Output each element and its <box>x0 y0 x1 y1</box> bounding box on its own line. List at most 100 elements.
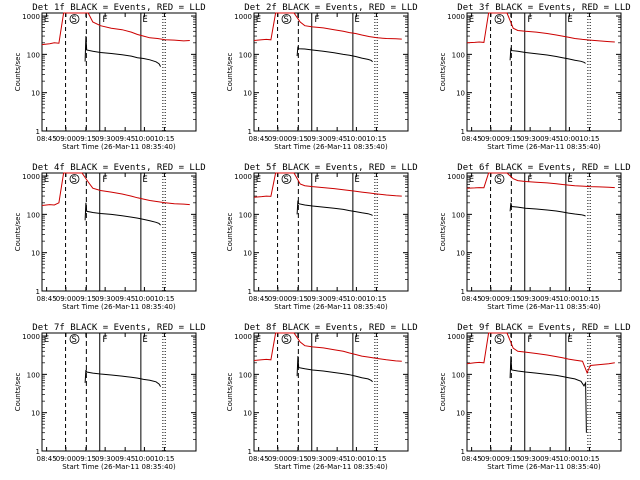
chart-panel-9: Det 9f BLACK = Events, RED = LLD 1 10 100 10… <box>439 323 631 471</box>
x-tick-label: 10:15 <box>154 135 174 143</box>
chart-title: Det 3f BLACK = Events, RED = LLD <box>457 3 630 13</box>
interval-marker-circle <box>69 14 80 24</box>
interval-marker-label: S <box>496 15 501 25</box>
y-tick-label: 1 <box>248 128 252 136</box>
x-tick-label: 08:45 <box>249 295 269 303</box>
chart-title: Det 5f BLACK = Events, RED = LLD <box>244 163 417 173</box>
series-events-line <box>84 202 161 226</box>
y-tick-label: 1000 <box>22 173 40 181</box>
interval-marker-label: F <box>314 15 319 25</box>
x-tick-label: 10:15 <box>579 455 599 463</box>
interval-marker-circle <box>494 174 505 184</box>
interval-marker-label: E <box>469 15 474 25</box>
x-tick-label: 10:00 <box>346 295 366 303</box>
x-tick-label: 10:15 <box>579 135 599 143</box>
y-tick-label: 100 <box>27 211 40 219</box>
y-tick-label: 10 <box>243 90 252 98</box>
x-tick-label: 09:45 <box>327 135 347 143</box>
x-tick-label: 09:00 <box>481 295 501 303</box>
x-tick-label: 09:45 <box>327 455 347 463</box>
x-tick-label: 09:30 <box>520 135 540 143</box>
y-tick-label: 100 <box>27 51 40 59</box>
chart-title: Det 6f BLACK = Events, RED = LLD <box>457 163 630 173</box>
x-tick-label: 09:30 <box>520 295 540 303</box>
x-tick-label: 10:00 <box>134 455 154 463</box>
x-tick-label: 10:15 <box>366 135 386 143</box>
y-tick-label: 100 <box>239 371 252 379</box>
x-tick-label: 08:45 <box>462 135 482 143</box>
x-axis-label: Start Time (26-Mar-11 08:35:40) <box>62 463 176 471</box>
chart-panel-1: Det 1f BLACK = Events, RED = LLD 1 10 100 10… <box>14 3 206 151</box>
y-tick-label: 1000 <box>447 173 465 181</box>
chart-panel-7: Det 7f BLACK = Events, RED = LLD 1 10 100 10… <box>14 323 206 471</box>
interval-marker-label: S <box>71 335 76 345</box>
x-axis-label: Start Time (26-Mar-11 08:35:40) <box>487 303 601 311</box>
x-tick-label: 09:00 <box>56 135 76 143</box>
y-tick-label: 1 <box>461 288 465 296</box>
x-tick-label: 10:00 <box>559 295 579 303</box>
x-axis-label: Start Time (26-Mar-11 08:35:40) <box>274 143 388 151</box>
plot-frame <box>253 172 409 292</box>
interval-marker-label: E <box>44 335 49 345</box>
interval-marker-label: S <box>71 15 76 25</box>
x-tick-label: 09:00 <box>268 295 288 303</box>
x-axis-label: Start Time (26-Mar-11 08:35:40) <box>62 143 176 151</box>
x-tick-label: 08:45 <box>462 295 482 303</box>
y-tick-label: 100 <box>452 211 465 219</box>
series-lld-line <box>41 172 190 206</box>
interval-marker-label: F <box>102 335 107 345</box>
x-tick-label: 10:00 <box>346 455 366 463</box>
y-tick-label: 1000 <box>447 333 465 341</box>
y-tick-label: 10 <box>243 410 252 418</box>
series-events-line <box>84 369 162 387</box>
interval-marker-label: E <box>44 175 49 185</box>
interval-marker-label: S <box>283 335 288 345</box>
interval-marker-circle <box>69 174 80 184</box>
y-axis-label: Counts/sec <box>439 213 447 252</box>
x-tick-label: 09:30 <box>307 455 327 463</box>
chart-panel-8: Det 8f BLACK = Events, RED = LLD 1 10 100 10… <box>226 323 418 471</box>
interval-marker-circle <box>494 334 505 344</box>
plot-frame <box>253 12 409 132</box>
series-events-line <box>296 46 373 63</box>
y-tick-label: 1 <box>461 128 465 136</box>
y-axis-label: Counts/sec <box>14 53 22 92</box>
x-tick-label: 09:30 <box>95 135 115 143</box>
interval-marker-label: E <box>142 15 147 25</box>
chart-title: Det 8f BLACK = Events, RED = LLD <box>244 323 417 333</box>
chart-panel-4: Det 4f BLACK = Events, RED = LLD 1 10 100 10… <box>14 163 206 311</box>
x-tick-label: 09:15 <box>501 455 521 463</box>
x-tick-label: 09:00 <box>56 295 76 303</box>
y-tick-label: 1000 <box>234 173 252 181</box>
x-tick-label: 10:15 <box>579 295 599 303</box>
x-tick-label: 10:00 <box>134 135 154 143</box>
y-tick-label: 1 <box>36 448 40 456</box>
x-tick-label: 10:15 <box>366 455 386 463</box>
x-tick-label: 08:45 <box>249 455 269 463</box>
x-tick-label: 09:00 <box>268 455 288 463</box>
series-lld-line <box>253 172 402 198</box>
y-tick-label: 1000 <box>234 13 252 21</box>
series-events-line <box>509 356 587 433</box>
interval-marker-label: E <box>142 175 147 185</box>
interval-marker-circle <box>281 14 292 24</box>
y-tick-label: 10 <box>456 90 465 98</box>
x-tick-label: 10:15 <box>154 455 174 463</box>
interval-marker-circle <box>69 334 80 344</box>
interval-marker-label: F <box>527 15 532 25</box>
y-tick-label: 10 <box>243 250 252 258</box>
series-lld-line <box>466 332 615 375</box>
y-tick-label: 10 <box>31 250 40 258</box>
y-axis-label: Counts/sec <box>226 53 234 92</box>
interval-marker-label: S <box>283 15 288 25</box>
series-lld-line <box>253 12 402 41</box>
series-lld-line <box>253 332 402 362</box>
x-tick-label: 09:15 <box>288 455 308 463</box>
plot-frame <box>466 12 622 132</box>
interval-marker-label: F <box>527 175 532 185</box>
interval-marker-label: F <box>314 335 319 345</box>
interval-marker-label: F <box>314 175 319 185</box>
x-tick-label: 09:00 <box>481 455 501 463</box>
series-events-line <box>84 36 162 67</box>
series-events-line <box>509 202 586 217</box>
